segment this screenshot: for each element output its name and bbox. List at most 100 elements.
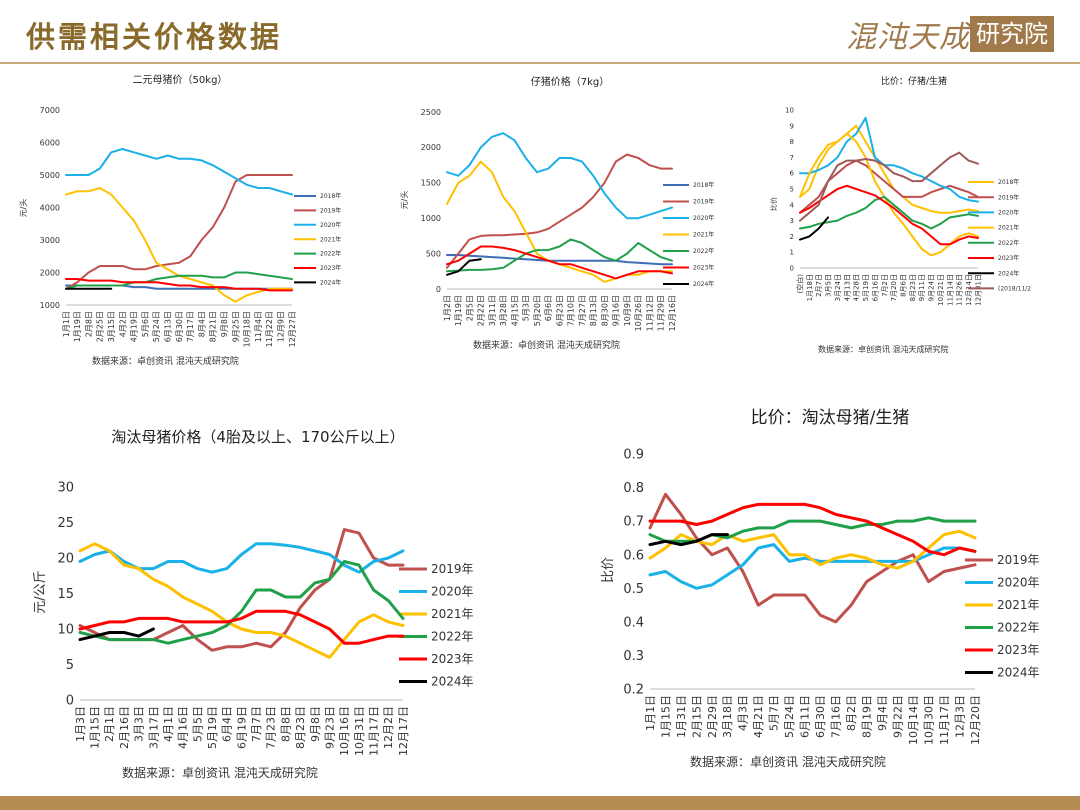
header-divider bbox=[0, 62, 1080, 64]
page-title: 供需相关价格数据 bbox=[26, 20, 283, 54]
y-axis-label: 元/头 bbox=[18, 199, 28, 218]
x-tick-label: 1月1日 bbox=[62, 311, 71, 337]
y-tick-label: 15 bbox=[57, 587, 74, 602]
series-line-1 bbox=[446, 254, 673, 266]
x-tick-label: 10月21日 bbox=[937, 274, 945, 306]
x-tick-label: 3月28日 bbox=[499, 295, 508, 326]
legend-label: 2024年 bbox=[998, 269, 1019, 277]
legend-label: 2019年 bbox=[997, 553, 1040, 567]
chart-title: 二元母猪价（50kg） bbox=[133, 74, 228, 86]
legend-label: 2021年 bbox=[693, 231, 714, 239]
x-tick-label: 12月27日 bbox=[288, 311, 297, 347]
x-tick-label: 2月8日 bbox=[84, 311, 93, 337]
series-line-1 bbox=[799, 124, 979, 214]
x-tick-label: 5月24日 bbox=[152, 311, 161, 342]
x-tick-label: 12月2日 bbox=[382, 706, 395, 749]
x-tick-label: 8月30日 bbox=[600, 295, 609, 326]
y-tick-label: 9 bbox=[790, 122, 794, 130]
legend-label: 2022年 bbox=[997, 621, 1040, 635]
x-tick-label: 6月11日 bbox=[799, 695, 812, 738]
series-line-3 bbox=[799, 116, 979, 203]
x-tick-label: 9月4日 bbox=[876, 695, 889, 731]
series-line-4 bbox=[78, 560, 405, 645]
x-tick-label: 9月11日 bbox=[918, 274, 926, 301]
legend-label: 2019年 bbox=[998, 193, 1019, 201]
y-tick-label: 5 bbox=[790, 185, 794, 193]
x-tick-label: 5月24日 bbox=[783, 695, 796, 738]
source-note: 数据来源：卓创资讯 混沌天成研究院 bbox=[818, 344, 949, 354]
y-tick-label: 1000 bbox=[40, 301, 60, 310]
x-tick-label: 9月8日 bbox=[309, 706, 322, 742]
legend-label: 2022年 bbox=[431, 630, 474, 644]
series-line-5 bbox=[648, 502, 977, 557]
chart-title: 淘汰母猪价格（4胎及以上、170公斤以上） bbox=[111, 428, 404, 446]
y-tick-label: 30 bbox=[57, 481, 74, 496]
x-tick-label: 1月2日 bbox=[443, 295, 452, 321]
y-tick-label: 25 bbox=[57, 516, 74, 531]
x-tick-label: 4月1日 bbox=[162, 706, 175, 742]
footer-bar bbox=[0, 796, 1080, 810]
x-tick-label: 10月31日 bbox=[353, 706, 366, 756]
x-tick-label: 4月2日 bbox=[118, 311, 127, 337]
x-tick-label: 9月8日 bbox=[220, 311, 229, 337]
legend-label: 2023年 bbox=[431, 652, 474, 666]
x-tick-label: 11月17日 bbox=[938, 695, 951, 745]
x-tick-label: 10月30日 bbox=[922, 695, 935, 745]
x-tick-label: 5月19日 bbox=[862, 274, 870, 301]
x-tick-label: 6月16日 bbox=[871, 274, 879, 301]
series-line-5 bbox=[446, 238, 673, 273]
x-tick-label: 8月23日 bbox=[909, 274, 917, 301]
y-tick-label: 6000 bbox=[40, 138, 60, 147]
y-axis-label: 元/公斤 bbox=[33, 570, 48, 613]
x-tick-label: 5月7日 bbox=[768, 695, 781, 731]
y-tick-label: 0 bbox=[436, 285, 441, 294]
x-tick-label: 7月17日 bbox=[186, 311, 195, 342]
x-tick-label: 6月30日 bbox=[175, 311, 184, 342]
legend-label: 2023年 bbox=[693, 264, 714, 272]
x-tick-label: 11月17日 bbox=[367, 706, 380, 756]
series-line-3 bbox=[78, 542, 405, 659]
x-tick-label: 4月16日 bbox=[177, 706, 190, 749]
x-tick-label: 1月18日 bbox=[806, 274, 814, 301]
x-tick-label: 11月12日 bbox=[645, 295, 654, 331]
legend-label: 2021年 bbox=[320, 235, 341, 243]
y-tick-label: 10 bbox=[785, 106, 794, 114]
legend-label: 2020年 bbox=[997, 576, 1040, 590]
x-tick-label: 8月2日 bbox=[845, 695, 858, 731]
y-tick-label: 0.9 bbox=[623, 448, 644, 463]
x-tick-label: 3月15日 bbox=[107, 311, 116, 342]
y-tick-label: 0 bbox=[790, 264, 794, 272]
y-tick-label: 3000 bbox=[40, 236, 60, 245]
x-tick-label: 5月6日 bbox=[141, 311, 150, 337]
x-tick-label: 8月4日 bbox=[197, 311, 206, 337]
series-line-5 bbox=[65, 271, 293, 290]
source-note: 数据来源：卓创资讯 混沌天成研究院 bbox=[92, 355, 239, 367]
x-tick-label: 2月22日 bbox=[477, 295, 486, 326]
x-tick-label: 1月31日 bbox=[675, 695, 688, 738]
y-tick-label: 7 bbox=[790, 154, 794, 162]
x-tick-label: 1月1日 bbox=[644, 695, 657, 731]
x-tick-label: 12月20日 bbox=[969, 695, 982, 745]
x-tick-label: 8月6日 bbox=[900, 274, 908, 297]
x-tick-label: 11月4日 bbox=[254, 311, 263, 342]
x-tick-label: 1月15日 bbox=[659, 695, 672, 738]
legend-label: 2024年 bbox=[693, 280, 714, 288]
x-tick-label: 3月11日 bbox=[488, 295, 497, 326]
x-tick-label: 2月7日 bbox=[815, 274, 823, 297]
legend-label: 2024年 bbox=[997, 666, 1040, 680]
x-tick-label: 9月22日 bbox=[891, 695, 904, 738]
x-tick-label: 2月1日 bbox=[103, 706, 116, 742]
x-tick-label: 4月21日 bbox=[752, 695, 765, 738]
x-tick-label: 12月9日 bbox=[277, 311, 286, 342]
series-line-7 bbox=[799, 216, 830, 241]
legend-label: 2024年 bbox=[320, 279, 341, 287]
series-line-6 bbox=[446, 245, 673, 280]
x-tick-label: 3月24日 bbox=[834, 274, 842, 301]
legend-label: 2020年 bbox=[693, 214, 714, 222]
legend-label: 2019年 bbox=[431, 562, 474, 576]
x-tick-label: 10月26日 bbox=[634, 295, 643, 331]
legend-label: 2018年 bbox=[320, 192, 341, 200]
